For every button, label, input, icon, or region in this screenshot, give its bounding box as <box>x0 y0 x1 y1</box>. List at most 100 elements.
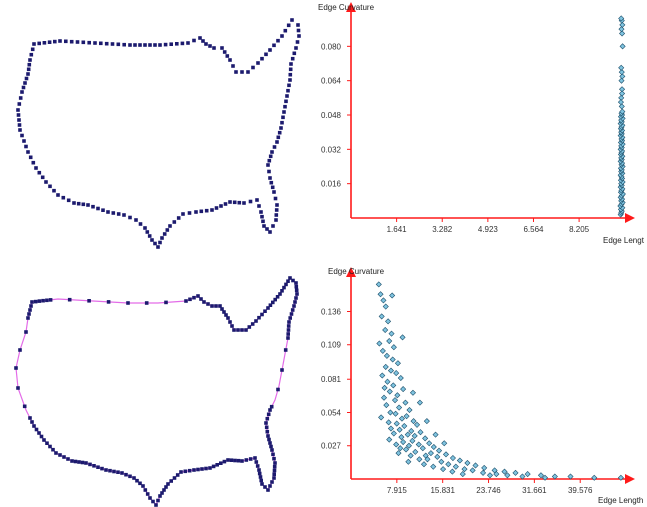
outline-vertex <box>283 348 288 352</box>
outline-vertex <box>154 503 158 507</box>
outline-vertex <box>148 43 152 47</box>
outline-vertex <box>194 210 198 214</box>
scatter-point <box>551 473 558 480</box>
outline-vertex <box>80 460 85 465</box>
scatter-point <box>438 458 445 465</box>
scatter-point <box>378 414 385 421</box>
scatter-point <box>405 458 412 465</box>
scatter-point <box>481 464 488 471</box>
outline-vertex <box>286 279 290 283</box>
scatter-point <box>394 392 401 399</box>
outline-vertex <box>27 62 32 67</box>
outline-vertex <box>77 460 81 464</box>
outline-vertex <box>277 130 282 135</box>
outline-vertex <box>257 471 262 476</box>
outline-vertex <box>255 198 259 202</box>
outline-vertex <box>58 453 62 457</box>
outline-vertex <box>208 44 212 48</box>
outline-vertex <box>128 474 132 479</box>
outline-vertex <box>268 154 273 159</box>
outline-vertex <box>99 41 103 46</box>
outline-vertex <box>81 40 86 45</box>
outline-vertex <box>226 316 230 320</box>
scatter-point <box>393 370 400 377</box>
outline-vertex <box>290 308 295 312</box>
outline-vertex <box>279 126 283 130</box>
scatter-point <box>404 431 411 438</box>
outline-vertex <box>282 110 286 114</box>
outline-vertex <box>134 218 138 222</box>
scatter-point <box>391 397 399 404</box>
scatter-point <box>519 473 526 480</box>
outline-vertex <box>32 42 36 46</box>
outline-vertex <box>91 204 95 209</box>
outline-vertex <box>28 416 32 420</box>
outline-vertex <box>214 206 219 210</box>
outline-vertex <box>179 470 183 474</box>
scatter-point <box>387 367 394 374</box>
scatter-point <box>618 103 625 110</box>
outline-vertex <box>269 404 274 409</box>
outline-vertex <box>26 150 30 154</box>
scatter-point <box>395 450 402 457</box>
outline-vertex <box>16 108 20 112</box>
outline-vertex <box>290 56 295 61</box>
outline-vertex <box>47 40 52 44</box>
outline-vertex <box>208 466 212 470</box>
outline-vertex <box>165 228 170 232</box>
outline-vertex <box>45 298 49 303</box>
outline-vertex <box>248 199 253 204</box>
outline-vertex <box>272 43 276 48</box>
outline-vertex <box>272 190 276 194</box>
outline-vertex <box>268 484 272 488</box>
outline-vertex <box>192 295 196 300</box>
scatter-point <box>380 394 388 401</box>
outline-vertex <box>16 113 21 117</box>
outline-vertex <box>151 499 155 504</box>
scatter-point <box>452 463 459 470</box>
outline-vertex <box>286 23 291 28</box>
outline-vertex <box>62 455 66 459</box>
outline-vertex <box>200 467 204 471</box>
outline-vertex <box>244 458 249 462</box>
outline-vertex <box>18 348 22 352</box>
outline-vertex <box>280 34 284 38</box>
scatter-point <box>619 43 626 50</box>
outline-vertex <box>237 200 242 205</box>
scatter-point <box>398 434 405 441</box>
scatter-point <box>459 471 466 478</box>
outline-vertex <box>291 278 295 283</box>
y-axis-label: Edge Curvature <box>318 3 375 12</box>
outline-vertex <box>158 240 162 245</box>
outline-vertex <box>294 288 299 293</box>
outline-vertex <box>45 441 49 445</box>
outline-vertex <box>219 461 223 465</box>
outline-vertex <box>222 50 227 54</box>
scatter-point <box>426 440 433 447</box>
outline-vertex <box>48 444 52 449</box>
outline-vertex <box>143 226 147 230</box>
scatter-point <box>591 474 598 481</box>
outline-vertex <box>143 43 147 47</box>
outline-vertex <box>187 211 192 215</box>
y-tick-label: 0.027 <box>321 442 342 451</box>
outline-vertex <box>260 482 264 486</box>
scatter-point <box>387 409 394 416</box>
y-axis-label: Edge Curvature <box>328 267 385 276</box>
outline-vertex <box>135 478 139 483</box>
scatter-point <box>387 425 394 432</box>
outline-vertex <box>268 230 272 234</box>
outline-vertex <box>26 316 30 320</box>
outline-vertex <box>269 180 274 185</box>
outline-vertex <box>268 48 272 52</box>
outline-vertex <box>274 218 278 222</box>
outline-vertex <box>124 472 128 477</box>
outline-vertex <box>22 139 26 143</box>
outline-vertex <box>266 488 270 492</box>
outline-vertex <box>52 188 56 193</box>
outline-vertex <box>199 297 203 301</box>
scatter-point <box>376 340 383 347</box>
outline-vertex <box>37 431 41 435</box>
scatter-point <box>424 456 431 463</box>
